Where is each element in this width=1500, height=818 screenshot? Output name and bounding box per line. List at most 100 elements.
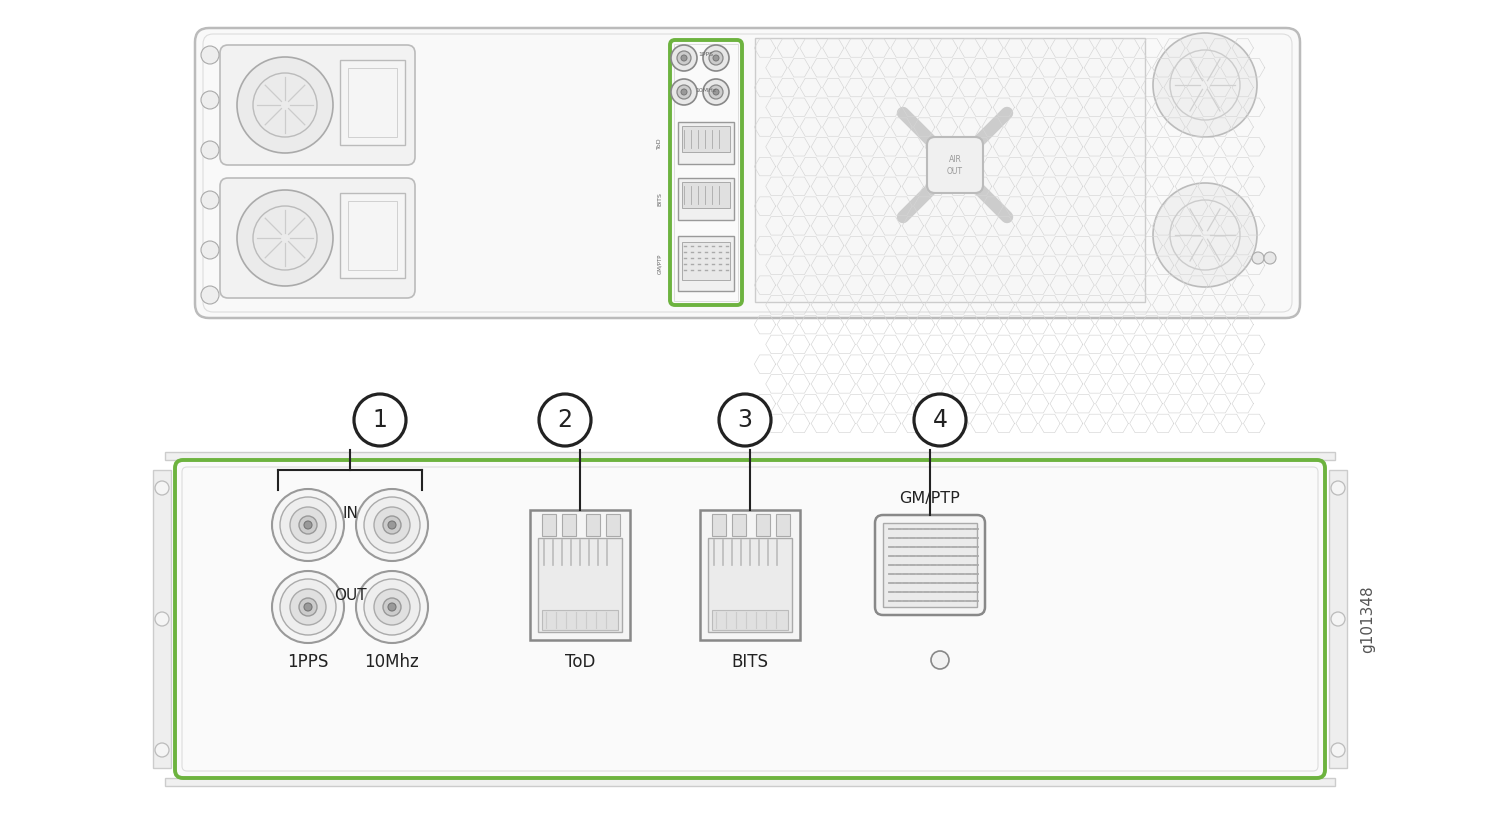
Text: ToD: ToD	[657, 137, 662, 149]
Circle shape	[280, 497, 336, 553]
Circle shape	[356, 571, 428, 643]
Bar	[884, 523, 977, 607]
Bar	[538, 538, 622, 632]
Text: 1: 1	[372, 408, 387, 432]
FancyBboxPatch shape	[220, 178, 416, 298]
Circle shape	[1330, 612, 1346, 626]
Circle shape	[1154, 183, 1257, 287]
Circle shape	[704, 79, 729, 105]
Circle shape	[382, 598, 400, 616]
Text: OUT: OUT	[946, 167, 963, 176]
Text: OUT: OUT	[333, 587, 366, 603]
Bar	[530, 510, 630, 640]
Circle shape	[154, 481, 170, 495]
Text: BITS: BITS	[732, 653, 768, 671]
Circle shape	[932, 651, 950, 669]
Bar	[732, 514, 746, 536]
Text: 1PPS: 1PPS	[288, 653, 328, 671]
Bar	[542, 610, 618, 630]
Text: 10Mhz: 10Mhz	[364, 653, 420, 671]
Circle shape	[710, 51, 723, 65]
Bar	[678, 178, 734, 220]
FancyBboxPatch shape	[220, 45, 416, 165]
Circle shape	[388, 521, 396, 529]
Bar	[562, 514, 576, 536]
Circle shape	[154, 612, 170, 626]
Circle shape	[1264, 252, 1276, 264]
Circle shape	[290, 507, 326, 543]
Circle shape	[676, 51, 692, 65]
Circle shape	[201, 91, 219, 109]
Bar	[712, 514, 726, 536]
Bar	[682, 242, 730, 280]
Circle shape	[718, 394, 771, 446]
Circle shape	[364, 579, 420, 635]
Bar	[348, 201, 398, 270]
Bar	[340, 193, 405, 278]
Circle shape	[710, 85, 723, 99]
Circle shape	[914, 394, 966, 446]
Circle shape	[354, 394, 407, 446]
Circle shape	[712, 55, 718, 61]
Circle shape	[374, 507, 410, 543]
Circle shape	[382, 516, 400, 534]
Circle shape	[670, 79, 698, 105]
Circle shape	[290, 589, 326, 625]
Bar	[682, 182, 730, 208]
Text: AIR: AIR	[948, 155, 962, 164]
Circle shape	[1252, 252, 1264, 264]
Circle shape	[201, 141, 219, 159]
Text: IN: IN	[342, 506, 358, 520]
Circle shape	[201, 286, 219, 304]
Bar	[165, 778, 1335, 786]
Text: 2: 2	[558, 408, 573, 432]
Circle shape	[272, 489, 344, 561]
Circle shape	[356, 489, 428, 561]
Bar	[1329, 470, 1347, 768]
Bar	[754, 38, 1144, 302]
Circle shape	[237, 190, 333, 286]
Bar	[153, 470, 171, 768]
Circle shape	[364, 497, 420, 553]
Text: 10MHz: 10MHz	[696, 88, 717, 92]
Circle shape	[704, 45, 729, 71]
Bar	[678, 236, 734, 291]
Bar	[542, 514, 556, 536]
Bar	[165, 452, 1335, 460]
FancyBboxPatch shape	[195, 28, 1300, 318]
Circle shape	[1330, 743, 1346, 757]
Bar	[700, 510, 800, 640]
Circle shape	[304, 521, 312, 529]
Bar	[756, 514, 770, 536]
Circle shape	[1154, 33, 1257, 137]
Circle shape	[681, 55, 687, 61]
Bar	[776, 514, 790, 536]
Bar	[678, 122, 734, 164]
Text: BITS: BITS	[657, 192, 662, 206]
Circle shape	[538, 394, 591, 446]
Bar	[340, 60, 405, 145]
Circle shape	[201, 241, 219, 259]
Bar	[348, 68, 398, 137]
Circle shape	[304, 603, 312, 611]
FancyBboxPatch shape	[670, 40, 742, 305]
Circle shape	[1330, 481, 1346, 495]
Circle shape	[298, 516, 316, 534]
Text: 1PPS: 1PPS	[699, 52, 714, 57]
Circle shape	[272, 571, 344, 643]
FancyBboxPatch shape	[176, 460, 1324, 778]
Bar	[674, 44, 738, 301]
Text: g101348: g101348	[1360, 585, 1376, 653]
Circle shape	[154, 743, 170, 757]
Circle shape	[712, 89, 718, 95]
Text: 4: 4	[933, 408, 948, 432]
Bar	[586, 514, 600, 536]
FancyBboxPatch shape	[874, 515, 986, 615]
Circle shape	[374, 589, 410, 625]
Circle shape	[670, 45, 698, 71]
Circle shape	[237, 57, 333, 153]
Circle shape	[388, 603, 396, 611]
Bar	[606, 514, 619, 536]
Circle shape	[201, 46, 219, 64]
Bar	[708, 538, 792, 632]
